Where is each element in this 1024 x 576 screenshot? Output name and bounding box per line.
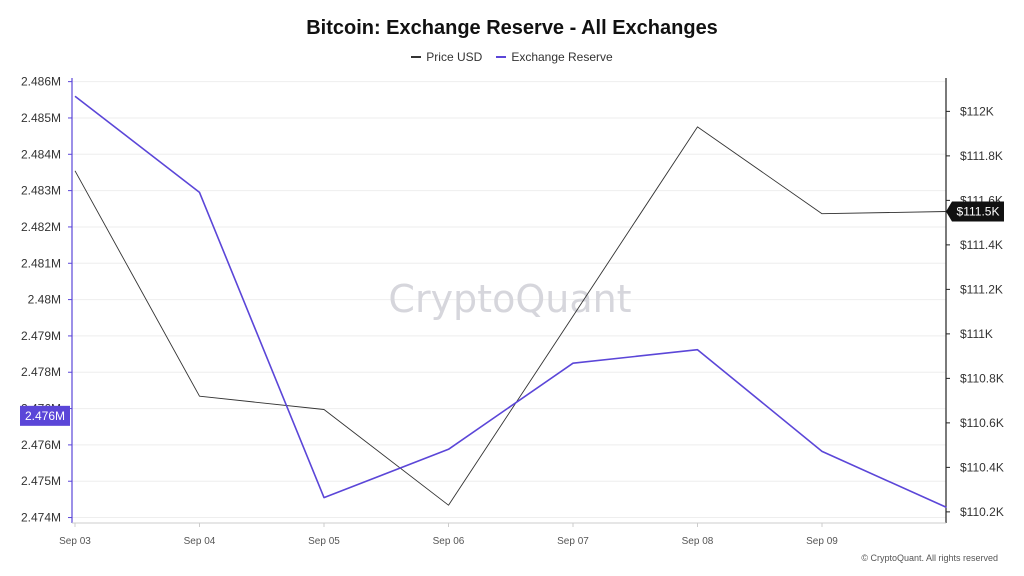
right-tick-label: $111K [960,327,993,341]
x-tick-label: Sep 07 [557,536,589,547]
left-tick-label: 2.479M [21,329,61,343]
legend-label-price: Price USD [426,50,483,64]
chart-legend: Price USD Exchange Reserve [0,50,1024,64]
series-layer [74,95,947,509]
right-tick-label: $111.2K [960,282,1003,296]
legend-item-price[interactable]: Price USD [411,50,482,64]
left-value-tag-label: 2.476M [25,409,65,423]
right-tick-label: $111.4K [960,238,1003,252]
price-usd-line [74,126,947,506]
left-tick-label: 2.486M [21,75,61,89]
left-tick-label: 2.484M [21,147,61,161]
left-tick-label: 2.475M [21,474,61,488]
x-tick-label: Sep 06 [433,536,465,547]
left-tick-label: 2.48M [28,293,61,307]
legend-swatch-price [411,56,422,58]
left-value-tag [20,405,70,426]
right-tick-label: $110.6K [960,416,1004,430]
legend-label-reserve: Exchange Reserve [511,50,613,64]
grid-layer [72,81,946,519]
right-tick-label: $112K [960,104,994,118]
copyright-text: © CryptoQuant. All rights reserved [861,553,998,563]
watermark-text: CryptoQuant [388,277,631,321]
left-tick-label: 2.483M [21,184,61,198]
exchange-reserve-line [74,95,947,509]
x-tick-label: Sep 03 [59,536,91,547]
right-tick-label: $110.8K [960,371,1004,385]
left-tick-label: 2.482M [21,220,61,234]
chart-title: Bitcoin: Exchange Reserve - All Exchange… [306,17,718,39]
right-tick-label: $111.8K [960,149,1003,163]
right-value-tag [952,201,1004,222]
left-tick-label: 2.485M [21,111,61,125]
left-tick-label: 2.478M [21,365,61,379]
right-value-tag-pointer [946,201,952,222]
x-tick-label: Sep 08 [682,536,714,547]
right-tick-label: $110.2K [960,505,1004,519]
x-tick-label: Sep 05 [308,536,340,547]
highlight-layer: 2.476M $111.5K [20,201,1004,426]
x-tick-label: Sep 09 [806,536,838,547]
legend-swatch-reserve [496,56,507,58]
left-tick-label: 2.474M [21,511,61,525]
x-tick-label: Sep 04 [184,536,216,547]
left-tick-label: 2.476M [21,438,61,452]
legend-item-reserve[interactable]: Exchange Reserve [496,50,613,64]
left-tick-label: 2.481M [21,256,61,270]
right-value-tag-label: $111.5K [957,205,1000,219]
right-tick-label: $110.4K [960,460,1004,474]
axis-layer: 2.474M 2.475M 2.476M 2.476M 2.478M 2.479M 2.48… [21,75,1004,547]
